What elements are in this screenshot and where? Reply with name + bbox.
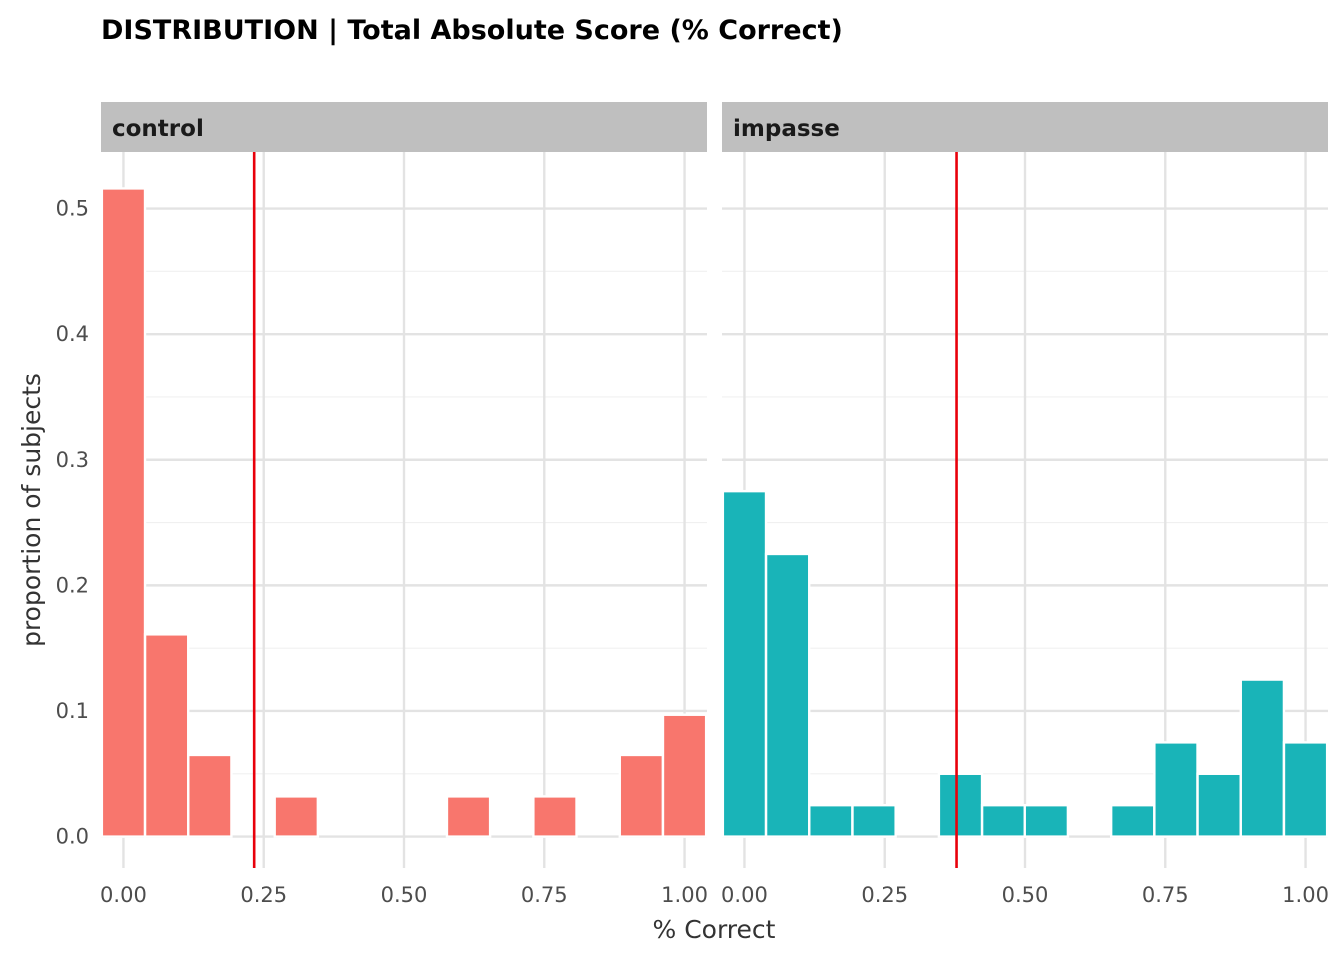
- x-tick-label: 0.00: [721, 883, 768, 907]
- histogram-bar: [1023, 803, 1070, 838]
- facet-strip: [722, 102, 1328, 152]
- histogram-bar: [980, 803, 1027, 838]
- y-axis: 0.0 0.1 0.2 0.3 0.4 0.5: [56, 197, 89, 849]
- histogram-bar: [532, 795, 578, 838]
- y-tick-label: 0.4: [56, 322, 89, 346]
- facet-strip-label: impasse: [733, 116, 840, 142]
- x-tick-label: 0.75: [1142, 883, 1189, 907]
- y-tick-label: 0.1: [56, 699, 89, 723]
- histogram-bar: [764, 552, 811, 838]
- histogram-bar: [851, 803, 897, 838]
- facet-panel-impasse: impasse 0.00 0.25 0.50 0.75 1.00: [721, 102, 1329, 907]
- histogram-bar: [100, 187, 147, 838]
- x-tick-label: 0.50: [1002, 883, 1049, 907]
- x-axis-title: % Correct: [653, 915, 776, 944]
- histogram-bar: [187, 753, 233, 838]
- chart-title: DISTRIBUTION | Total Absolute Score (% C…: [101, 15, 843, 46]
- facet-strip: [101, 102, 707, 152]
- y-tick-label: 0.2: [56, 573, 89, 597]
- histogram-bar: [445, 795, 492, 838]
- facet-panel-control: control 0.00 0.25 0.50 0.75 1.00: [100, 102, 708, 907]
- x-tick-label: 1.00: [1282, 883, 1329, 907]
- histogram-bar: [143, 633, 190, 838]
- y-tick-label: 0.0: [56, 825, 89, 849]
- histogram-bar: [937, 772, 984, 838]
- x-tick-label: 0.25: [861, 883, 908, 907]
- y-tick-label: 0.5: [56, 197, 89, 221]
- x-tick-label: 1.00: [661, 883, 708, 907]
- x-tick-label: 0.50: [381, 883, 428, 907]
- histogram-bar: [618, 753, 665, 838]
- histogram-bar: [1239, 678, 1286, 838]
- histogram-bar: [273, 795, 320, 838]
- histogram-bar: [1153, 741, 1199, 838]
- x-tick-label: 0.25: [240, 883, 287, 907]
- y-axis-title: proportion of subjects: [17, 373, 46, 647]
- histogram-bar: [721, 489, 768, 838]
- histogram-bar: [1282, 741, 1329, 838]
- facet-strip-label: control: [112, 116, 204, 142]
- x-tick-label: 0.75: [521, 883, 568, 907]
- histogram-bar: [808, 803, 854, 838]
- histogram-bar: [661, 713, 708, 838]
- x-tick-label: 0.00: [100, 883, 147, 907]
- y-tick-label: 0.3: [56, 448, 89, 472]
- facet-panels: control 0.00 0.25 0.50 0.75 1.00 impasse 0.00 0.…: [100, 102, 1329, 907]
- histogram-bar: [1109, 803, 1156, 838]
- histogram-bar: [1196, 772, 1242, 838]
